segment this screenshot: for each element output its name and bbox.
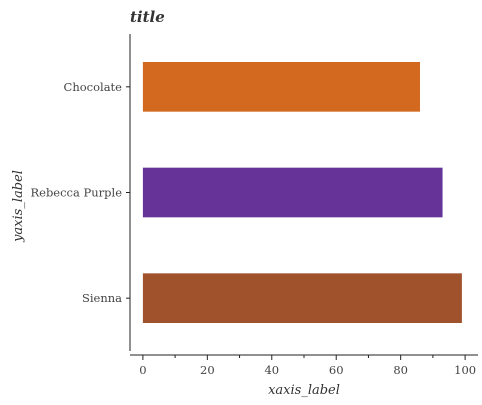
y-axis-label: yaxis_label bbox=[11, 170, 26, 243]
y-tick-label: Rebecca Purple bbox=[30, 186, 122, 200]
x-ticks-group: 0 20 40 60 80 100 bbox=[139, 355, 476, 377]
x-tick-label: 100 bbox=[454, 363, 476, 377]
y-tick-label: Chocolate bbox=[64, 80, 123, 94]
x-axis-label: xaxis_label bbox=[268, 383, 340, 398]
y-ticks-group: Sienna Rebecca Purple Chocolate bbox=[30, 80, 130, 305]
x-tick-label: 0 bbox=[139, 363, 146, 377]
y-tick-label: Sienna bbox=[82, 291, 122, 305]
bar-sienna bbox=[142, 273, 462, 323]
x-tick-label: 80 bbox=[393, 363, 408, 377]
x-tick-label: 20 bbox=[200, 363, 215, 377]
bar-chocolate bbox=[142, 62, 420, 112]
x-tick-label: 40 bbox=[264, 363, 279, 377]
bars-group bbox=[142, 62, 462, 323]
chart-title: title bbox=[130, 8, 165, 26]
bar-rebecca-purple bbox=[142, 167, 443, 218]
x-tick-label: 60 bbox=[329, 363, 344, 377]
